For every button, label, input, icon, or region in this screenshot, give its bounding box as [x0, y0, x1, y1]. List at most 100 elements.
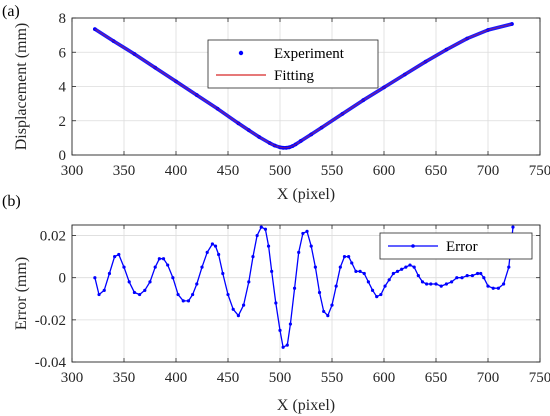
data-point-error: [270, 269, 274, 273]
y-tick-label: 2: [59, 114, 67, 130]
data-point-error: [200, 265, 204, 269]
data-point-error: [278, 328, 282, 332]
x-tick-label: 300: [61, 163, 84, 179]
data-point-error: [97, 292, 101, 297]
x-tick-label: 650: [425, 163, 448, 179]
legend: Error: [379, 232, 533, 260]
data-point-error: [395, 269, 400, 273]
x-tick-label: 300: [61, 370, 84, 386]
panel-label: (a): [2, 3, 20, 20]
data-point-error: [171, 276, 175, 280]
data-point-error: [231, 307, 235, 311]
data-point-error: [236, 314, 240, 318]
legend-label-error: Error: [446, 239, 478, 255]
data-point-error: [132, 290, 136, 295]
y-tick-label: -0.02: [35, 313, 66, 329]
data-point-error: [292, 286, 297, 290]
legend-box: [207, 39, 379, 89]
data-point-error: [391, 271, 395, 276]
y-tick-label: -0.04: [35, 355, 67, 371]
data-point-error: [102, 288, 106, 292]
data-point-error: [420, 280, 425, 284]
data-point-error: [317, 290, 322, 295]
x-tick-label: 350: [113, 163, 136, 179]
data-point-error: [161, 257, 166, 261]
data-point-error: [375, 295, 379, 299]
data-point-error: [191, 292, 195, 297]
data-point-error: [354, 269, 358, 273]
x-tick-label: 450: [217, 163, 240, 179]
y-axis-label: Displacement (mm): [13, 23, 30, 151]
data-point-error: [93, 276, 97, 280]
data-point-error: [486, 284, 490, 288]
chart-panel-a: 300 350 400 450 500 550 600 650 700 750 0 2 4 6 8 X (pi…: [2, 3, 550, 203]
data-point-error: [334, 284, 338, 288]
legend-label-fitting: Fitting: [274, 68, 315, 84]
y-axis-label: Error (mm): [13, 257, 30, 330]
legend-marker-dot-error: [411, 244, 415, 248]
x-axis-label: X (pixel): [277, 397, 335, 414]
x-tick-label: 450: [217, 370, 240, 386]
data-point-error: [476, 271, 480, 276]
data-point-error: [362, 271, 366, 276]
data-point-error: [482, 276, 486, 280]
data-point-error: [251, 255, 255, 259]
x-tick-label: 600: [373, 163, 396, 179]
legend: Experiment Fitting: [207, 39, 379, 89]
data-point-error: [434, 282, 438, 286]
y-tick-label: 8: [59, 11, 67, 27]
x-tick-label: 350: [113, 370, 136, 386]
x-tick-label: 550: [321, 370, 344, 386]
data-point-error: [242, 303, 246, 307]
data-point-error: [404, 265, 408, 269]
data-point-error: [338, 265, 342, 269]
x-tick-label: 500: [269, 370, 292, 386]
data-point-error: [439, 284, 443, 288]
data-point-error: [247, 280, 251, 284]
data-point-error: [379, 292, 383, 297]
data-point-error: [491, 286, 495, 290]
data-point-error: [263, 227, 268, 231]
x-tick-label: 600: [373, 370, 396, 386]
data-point-error: [210, 242, 214, 246]
data-point-error: [281, 345, 285, 349]
data-point-error: [342, 255, 347, 259]
data-point-error: [400, 267, 404, 271]
data-point-error: [479, 271, 483, 276]
x-tick-label: 700: [477, 370, 500, 386]
data-point-error: [143, 288, 147, 292]
data-point-error: [255, 233, 259, 238]
x-tick-label: 500: [269, 163, 292, 179]
data-point-error: [455, 276, 459, 280]
chart-panel-b: 300 350 400 450 500 550 600 650 700 750 -0.04 -0.02…: [2, 193, 550, 414]
data-point-error: [122, 265, 126, 269]
data-point-error: [412, 265, 416, 269]
data-point-error: [350, 261, 354, 265]
data-point-error: [496, 286, 500, 290]
data-point-error: [205, 250, 209, 254]
data-point-error: [305, 229, 309, 233]
x-axis-label: X (pixel): [277, 186, 335, 203]
data-point-error: [450, 280, 454, 284]
data-point-error: [157, 257, 161, 261]
data-point-error: [358, 269, 362, 273]
y-tick-label: 0: [59, 271, 67, 287]
series-fitting-line: [94, 23, 513, 149]
data-point-error: [460, 276, 464, 280]
x-tick-label: 400: [165, 163, 188, 179]
data-point-error: [113, 255, 117, 259]
data-point-error: [322, 309, 326, 314]
data-point-error: [470, 273, 474, 278]
data-point-error: [107, 271, 112, 276]
data-point-error: [285, 343, 289, 347]
y-tick-label: 6: [59, 45, 67, 61]
data-point-error: [153, 265, 157, 269]
x-tick-label: 750: [529, 370, 550, 386]
data-point-error: [507, 265, 511, 269]
legend-label-experiment: Experiment: [274, 46, 345, 62]
data-point-error: [326, 314, 330, 318]
y-tick-label: 0.02: [40, 229, 66, 245]
data-point-error: [502, 282, 506, 286]
data-point-error: [444, 282, 448, 286]
